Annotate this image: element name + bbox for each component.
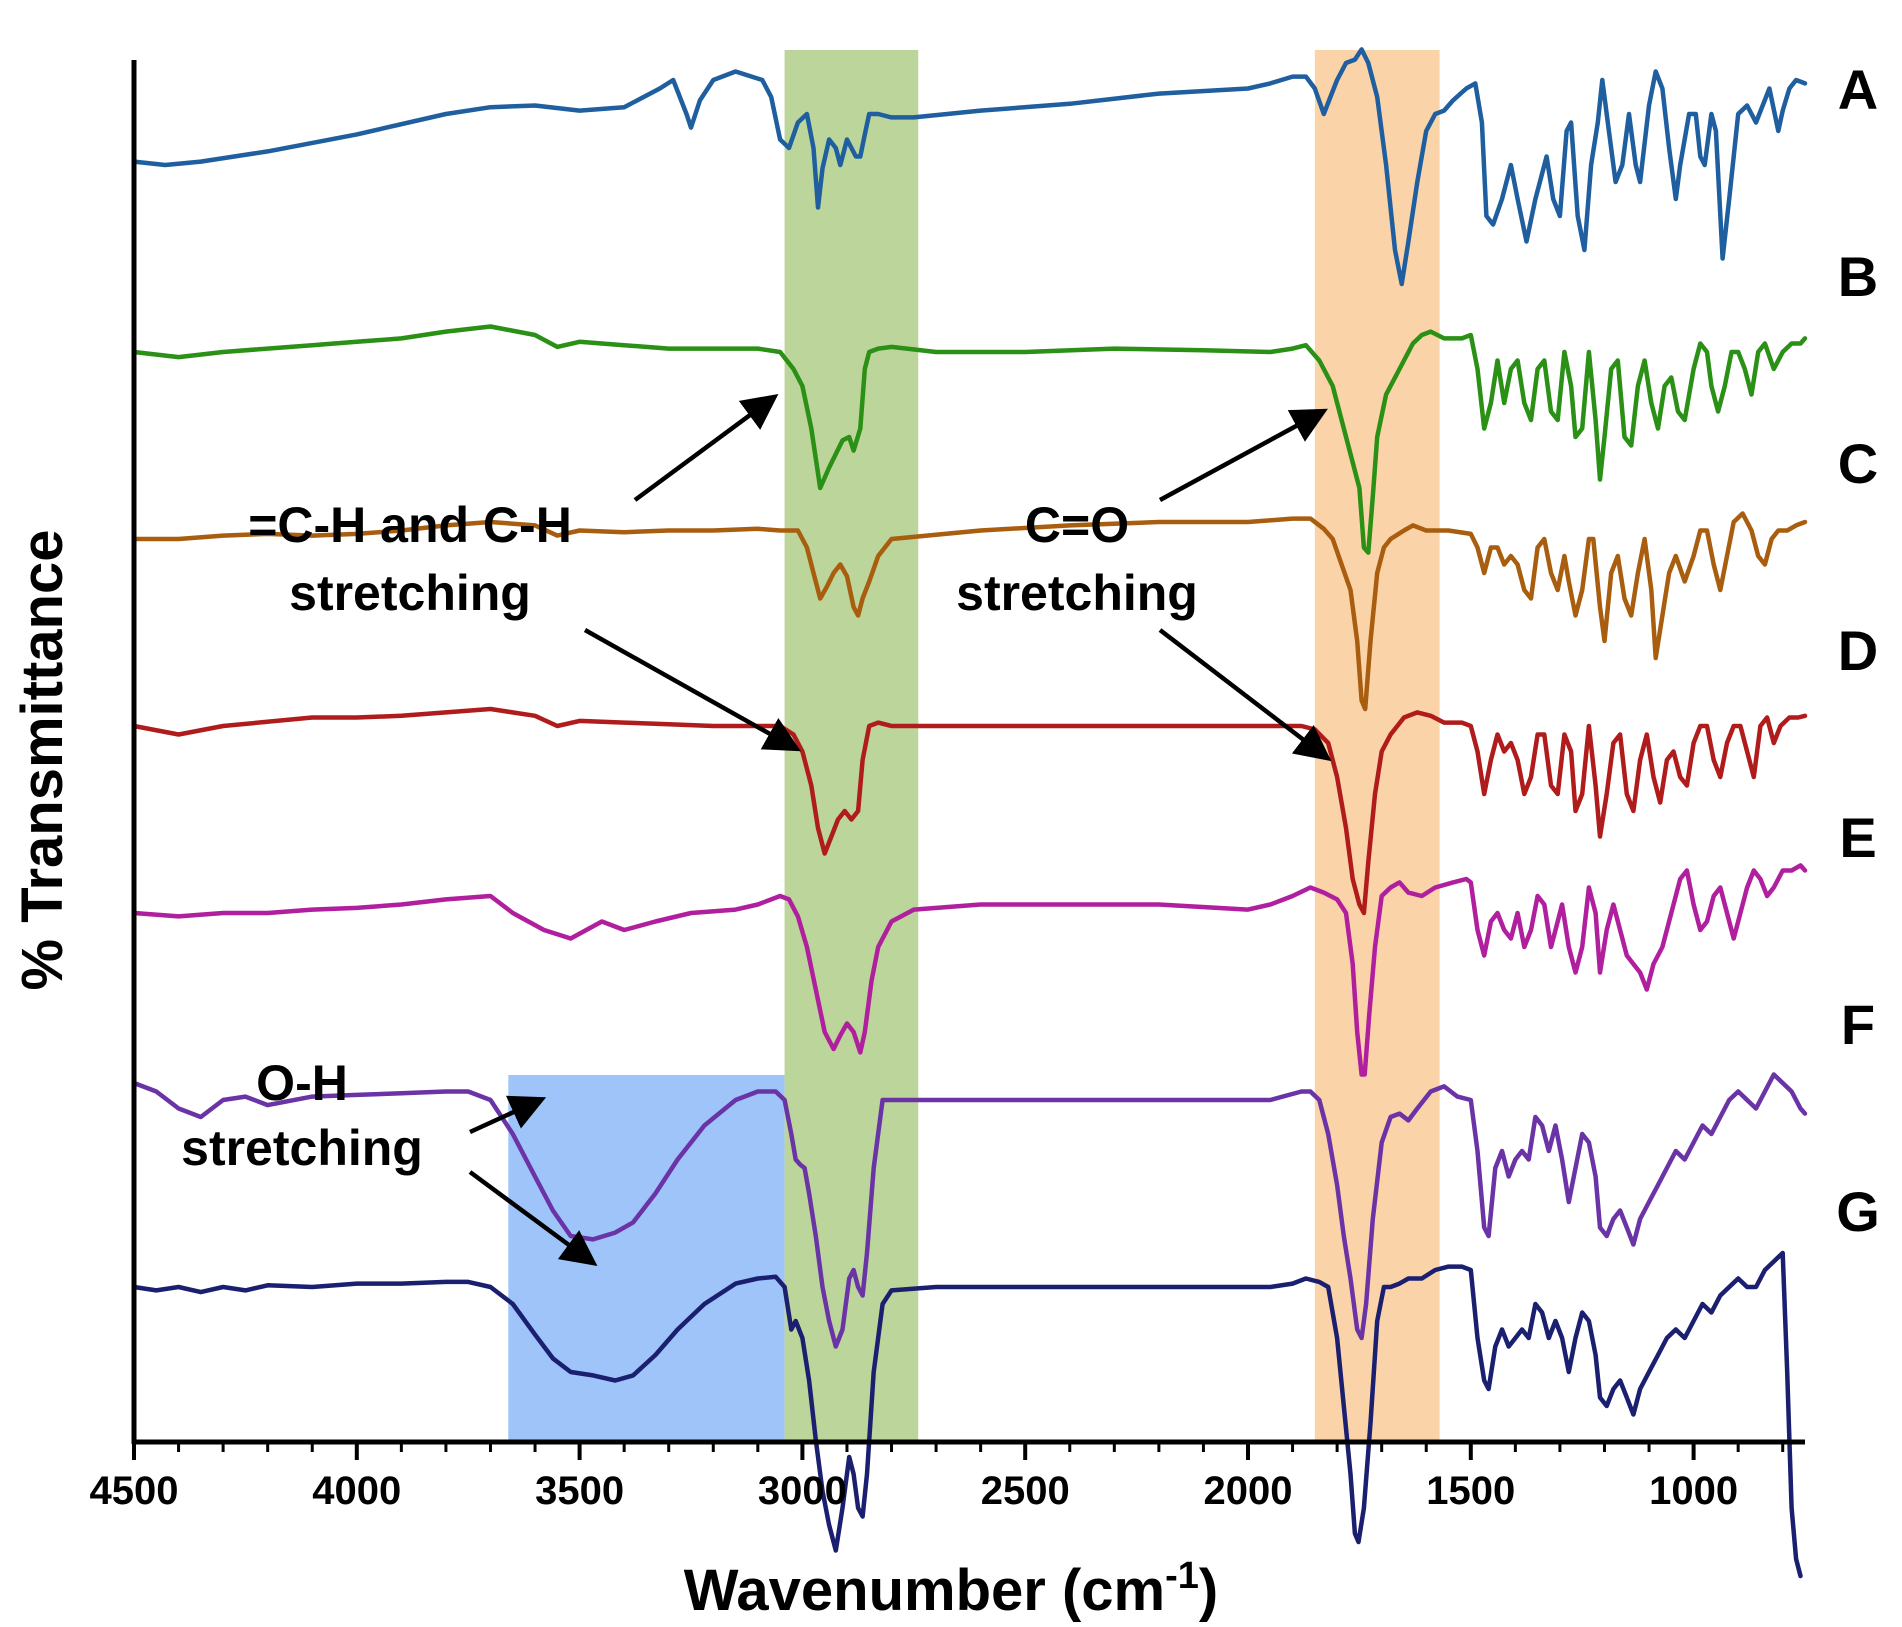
x-tick-label: 3500	[535, 1469, 624, 1513]
series-label-a: A	[1838, 58, 1878, 121]
annotation-oh-line1: O-H	[256, 1055, 348, 1111]
spectrum-line-a	[131, 47, 1808, 287]
arrow-ch-up	[633, 393, 779, 502]
arrow-oh-up	[469, 1095, 547, 1135]
annotation-co-line2: stretching	[956, 565, 1198, 621]
highlight-band	[1314, 50, 1440, 1442]
x-tick-label: 2000	[1204, 1469, 1293, 1513]
arrow-co-down	[1158, 628, 1332, 762]
annotation-oh-line2: stretching	[181, 1120, 423, 1176]
x-axis-title-close: )	[1199, 1558, 1218, 1622]
highlight-band	[508, 1075, 785, 1442]
x-axis-title: Wavenumber (cm-1)	[684, 1555, 1218, 1622]
spectrum-line-g	[131, 1250, 1803, 1579]
series-label-d: D	[1838, 619, 1878, 682]
series-label-f: F	[1841, 993, 1875, 1056]
highlight-bands	[508, 50, 1440, 1442]
y-axis-title: % Transmittance	[10, 530, 75, 991]
arrow-co-up	[1158, 408, 1328, 502]
arrow-oh-down	[468, 1170, 598, 1267]
series-label-b: B	[1838, 245, 1878, 308]
spectrum-line-c	[131, 511, 1808, 712]
x-tick-label: 3000	[758, 1469, 847, 1513]
annotation-ch-line2: stretching	[289, 565, 531, 621]
series-label-e: E	[1839, 806, 1876, 869]
x-tick-label: 1500	[1426, 1469, 1515, 1513]
highlight-band	[784, 50, 919, 1442]
x-tick-label: 2500	[981, 1469, 1070, 1513]
series-labels: A B C D E F G	[1836, 58, 1880, 1243]
annotation-ch-line1: =C-H and C-H	[248, 497, 572, 553]
series-label-c: C	[1838, 432, 1878, 495]
arrow-ch-down	[583, 628, 801, 752]
x-tick-label: 4500	[90, 1469, 179, 1513]
spectra-group	[131, 47, 1808, 1579]
x-tick-label: 4000	[312, 1469, 401, 1513]
spectrum-line-d	[131, 706, 1808, 916]
x-axis-title-main: Wavenumber (cm	[684, 1558, 1165, 1622]
spectrum-line-f	[131, 1072, 1808, 1349]
annotation-co-line1: C=O	[1025, 497, 1129, 553]
spectrum-line-e	[131, 863, 1808, 1077]
annotations: =C-H and C-H stretching C=O stretching O…	[181, 393, 1332, 1267]
spectrum-line-b	[131, 324, 1808, 555]
x-axis-ticks: 4500 4000 3500 3000 2500 2000 1500 1000	[90, 1442, 1785, 1513]
series-label-g: G	[1836, 1180, 1880, 1243]
x-tick-label: 1000	[1649, 1469, 1738, 1513]
x-axis-title-superscript: -1	[1165, 1555, 1199, 1597]
